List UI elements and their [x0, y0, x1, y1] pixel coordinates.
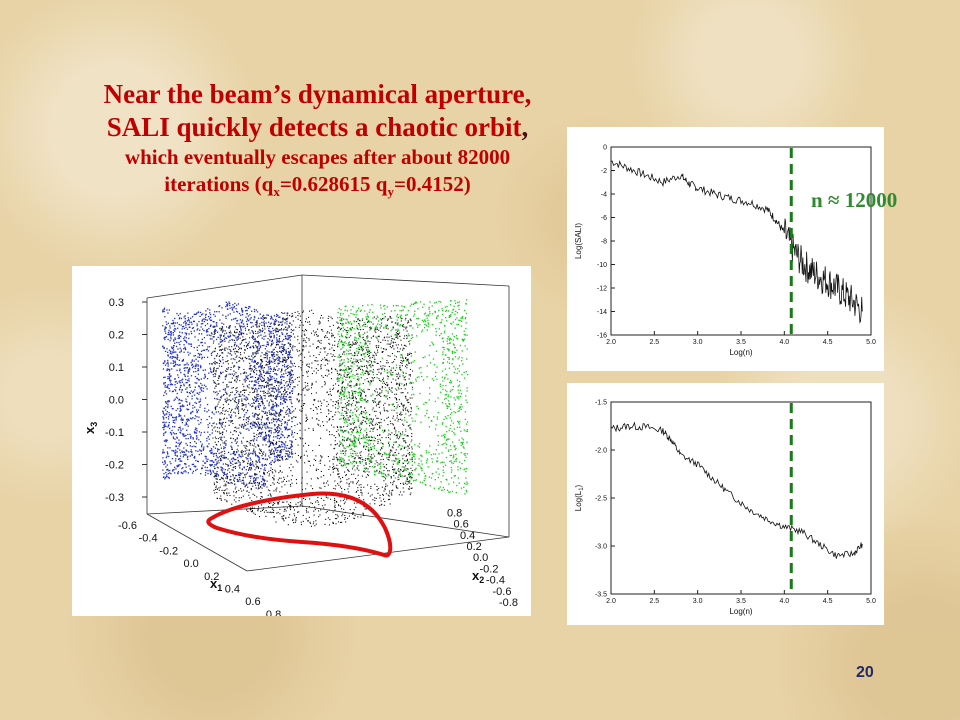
x2-axis-label: x2 — [472, 568, 484, 585]
lyap-x-tick-label: 3.5 — [736, 598, 746, 605]
x2-tick-label: -0.2 — [480, 563, 499, 575]
sali-y-tick-label: -14 — [597, 309, 607, 316]
lyapunov-plot-svg: 2.0 2.5 3.0 3.5 4.0 4.5 5.0 -1.5 -2.0 -2.5 -3.0 -3.… — [574, 400, 876, 617]
sali-x-axis-label: Log(n) — [729, 348, 752, 357]
x1-tick-label: 0.0 — [184, 558, 199, 570]
x3-tick-label: 0.3 — [109, 297, 124, 309]
title-line-3: which eventually escapes after about 820… — [124, 145, 511, 169]
x2-tick-label: -0.4 — [486, 575, 505, 587]
lyap-y-label-main: Log(L — [574, 490, 583, 511]
x1-axis-label-sub: 1 — [217, 583, 222, 593]
slide-title: Near the beam’s dynamical aperture, SALI… — [40, 78, 595, 205]
lyap-y-label-sub: 1 — [579, 487, 585, 491]
lyapunov-plot: 2.0 2.5 3.0 3.5 4.0 4.5 5.0 -1.5 -2.0 -2.5 -3.0 -3.… — [567, 383, 884, 625]
x1-axis-label: x1 — [210, 576, 222, 593]
x2-tick-label: 0.4 — [460, 530, 475, 542]
lyap-y-tick-label: -2.0 — [595, 448, 607, 455]
phase-space-3d-svg: -0.3-0.2-0.10.00.10.20.3-0.6-0.4-0.20.00… — [82, 274, 518, 616]
x2-tick-label: -0.6 — [493, 586, 512, 598]
x1-tick-label: 0.6 — [245, 596, 260, 608]
x3-tick-label: 0.0 — [109, 395, 124, 407]
sali-series-line — [610, 160, 863, 324]
title-line-4: iterations (qx=0.628615 qy=0.4152) — [40, 171, 595, 205]
lyap-y-axis-label: Log(L1) — [574, 484, 585, 511]
sali-x-tick-label: 4.5 — [823, 339, 833, 346]
sali-y-tick-label: -16 — [597, 333, 607, 340]
page-number: 20 — [856, 664, 874, 681]
lyap-series-line — [610, 421, 863, 559]
lyap-y-label-tail: ) — [574, 484, 583, 487]
x3-tick-label: 0.1 — [109, 362, 124, 374]
title-line-1: Near the beam’s dynamical aperture, — [103, 79, 532, 109]
lyap-x-axis-label: Log(n) — [729, 607, 752, 616]
x3-axis-label-sub: 3 — [89, 422, 99, 427]
lyap-x-tick-label: 2.5 — [649, 598, 659, 605]
sali-x-tick-label: 5.0 — [866, 339, 876, 346]
sali-x-tick-label: 3.0 — [693, 339, 703, 346]
lyap-x-tick-label: 5.0 — [866, 598, 876, 605]
x2-tick-label: 0.2 — [467, 541, 482, 553]
x1-tick-label: 0.8 — [266, 609, 281, 616]
x2-tick-label: 0.6 — [454, 519, 469, 531]
lyap-frame — [610, 401, 872, 595]
sali-plot-svg: 2.0 2.5 3.0 3.5 4.0 4.5 5.0 0 -2 -4 -6 -8 -10 -12 -14 -… — [574, 145, 876, 358]
x2-axis-label-main: x — [472, 568, 480, 583]
x2-tick-label: -0.8 — [499, 597, 518, 609]
green-projection — [337, 299, 469, 495]
phase-space-3d-plot: -0.3 -0.2 -0.1 0.0 0.1 0.2 0.3 -0.6 -0.4 -0.2 0.0 0… — [72, 266, 531, 616]
lyap-x-tick-label: 2.0 — [606, 598, 616, 605]
x1-tick-label: 0.2 — [204, 571, 219, 583]
title-line-4-prefix: iterations (q — [164, 172, 274, 196]
x1-tick-label: 0.4 — [225, 584, 240, 596]
title-line-2: SALI quickly detects a chaotic orbit, — [40, 111, 595, 144]
x1-tick-label: -0.2 — [159, 545, 178, 557]
chaotic-orbit-points — [212, 309, 414, 527]
x3-tick-label: -0.3 — [105, 492, 124, 504]
lyap-y-tick-label: -3.0 — [595, 544, 607, 551]
lyap-x-tick-label: 3.0 — [693, 598, 703, 605]
qx-subscript: x — [273, 184, 280, 200]
x1-tick-label: -0.6 — [118, 520, 137, 532]
x3-tick-label: 0.2 — [109, 330, 124, 342]
x2-tick-label: 0.0 — [473, 552, 488, 564]
box-edge — [146, 274, 303, 299]
sali-y-axis-label: Log(SALI) — [574, 223, 583, 259]
title-line-2-text: SALI quickly detects a chaotic orbit — [106, 112, 522, 142]
x1-axis-label-main: x — [210, 576, 218, 591]
x2-tick-label: 0.8 — [447, 507, 462, 519]
sali-x-tick-label: 4.0 — [779, 339, 789, 346]
iteration-annotation: n ≈ 12000 — [811, 188, 898, 212]
box-edge — [301, 274, 510, 287]
lyap-x-tick-label: 4.5 — [823, 598, 833, 605]
sali-y-tick-label: -8 — [601, 239, 607, 246]
x1-tick-label: -0.4 — [139, 533, 158, 545]
sali-y-tick-label: -10 — [597, 262, 607, 269]
lyap-y-tick-label: -3.5 — [595, 592, 607, 599]
box-edge — [301, 505, 510, 538]
lyap-x-tick-label: 4.0 — [779, 598, 789, 605]
sali-y-tick-label: -6 — [601, 215, 607, 222]
red-projection — [206, 491, 393, 558]
lyap-y-tick-label: -1.5 — [595, 400, 607, 407]
sali-y-tick-label: 0 — [603, 145, 607, 152]
x3-axis-label-main: x — [82, 426, 97, 434]
lyap-y-tick-label: -2.5 — [595, 496, 607, 503]
sali-frame — [610, 146, 872, 336]
x3-tick-label: -0.1 — [105, 427, 124, 439]
sali-y-tick-label: -2 — [601, 168, 607, 175]
sali-x-tick-label: 3.5 — [736, 339, 746, 346]
x3-axis-label: x3 — [82, 422, 99, 434]
box-edge — [146, 513, 248, 572]
x2-axis-label-sub: 2 — [479, 575, 484, 585]
title-line-2-comma: , — [521, 112, 529, 142]
sali-y-tick-label: -12 — [597, 286, 607, 293]
x3-tick-label: -0.2 — [105, 460, 124, 472]
sali-y-tick-label: -4 — [601, 192, 607, 199]
qx-value: =0.628615 q — [279, 172, 388, 196]
qy-value: =0.4152) — [394, 172, 471, 196]
sali-x-tick-label: 2.5 — [649, 339, 659, 346]
sali-plot: 2.0 2.5 3.0 3.5 4.0 4.5 5.0 0 -2 -4 -6 -8 -10 -12 -14 -… — [567, 127, 884, 371]
sali-x-tick-label: 2.0 — [606, 339, 616, 346]
qy-subscript: y — [387, 184, 395, 200]
